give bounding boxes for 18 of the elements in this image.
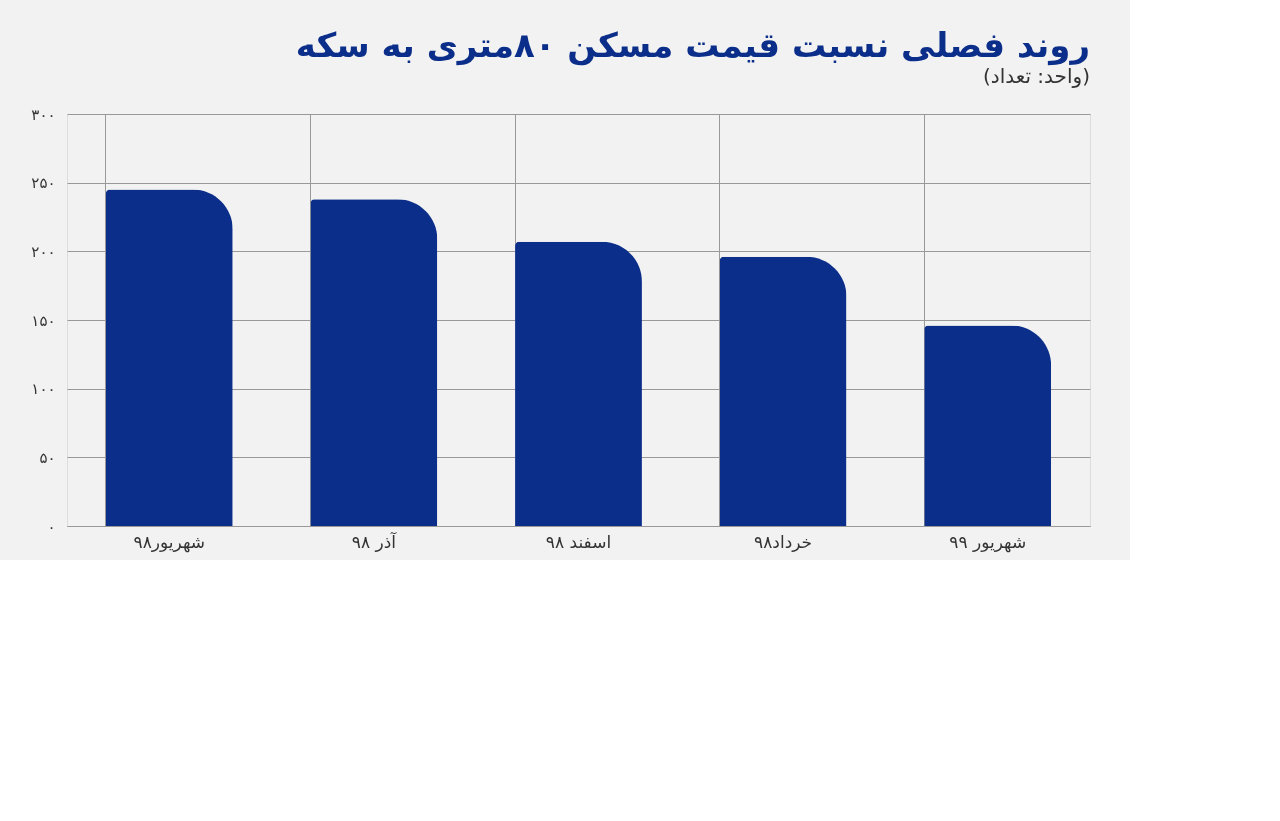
y-tick-label: ۱۰۰ bbox=[31, 380, 56, 399]
bar bbox=[310, 199, 438, 526]
x-tick-label: شهریور ۹۹ bbox=[949, 531, 1027, 553]
y-tick-label: ۲۰۰ bbox=[31, 242, 56, 261]
y-tick-label: ۳۰۰ bbox=[31, 105, 56, 124]
x-tick-label: شهریور۹۸ bbox=[133, 531, 206, 553]
y-tick-label: ۰ bbox=[47, 517, 56, 536]
bar bbox=[924, 325, 1052, 526]
bar bbox=[105, 189, 233, 526]
x-tick-label: خرداد۹۸ bbox=[754, 531, 813, 552]
y-tick-label: ۲۵۰ bbox=[31, 174, 56, 193]
bar bbox=[515, 241, 642, 526]
y-tick-label: ۱۵۰ bbox=[31, 311, 56, 330]
x-tick-label: اسفند ۹۸ bbox=[545, 531, 612, 552]
x-tick-label: آذر ۹۸ bbox=[351, 530, 398, 552]
chart-title: روند فصلی نسبت قیمت مسکن ۸۰متری به سکه bbox=[295, 25, 1090, 66]
bar bbox=[719, 256, 847, 526]
y-tick-label: ۵۰ bbox=[39, 448, 56, 467]
